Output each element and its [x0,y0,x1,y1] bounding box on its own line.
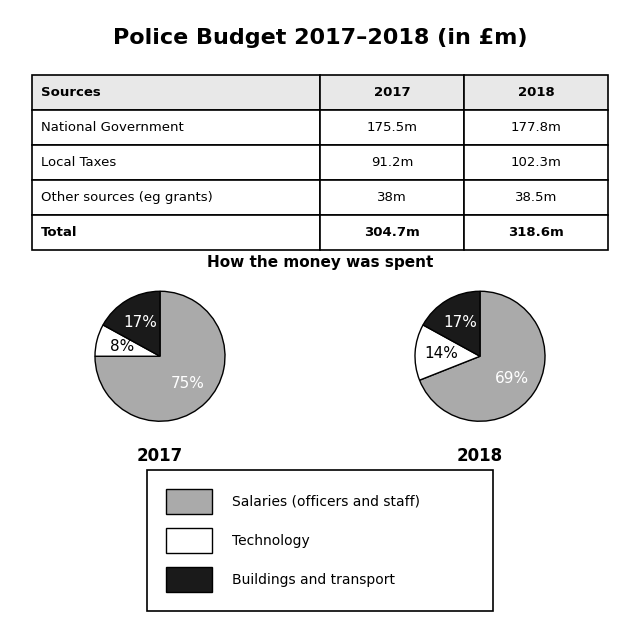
Text: Buildings and transport: Buildings and transport [232,572,395,587]
FancyBboxPatch shape [464,215,608,250]
FancyBboxPatch shape [32,110,320,145]
Text: 17%: 17% [124,315,157,330]
Wedge shape [423,291,480,356]
Text: National Government: National Government [41,121,184,134]
FancyBboxPatch shape [166,568,212,592]
FancyBboxPatch shape [147,470,493,611]
FancyBboxPatch shape [464,180,608,215]
Text: 38.5m: 38.5m [515,191,557,204]
FancyBboxPatch shape [320,145,464,180]
FancyBboxPatch shape [464,110,608,145]
FancyBboxPatch shape [32,75,320,110]
FancyBboxPatch shape [166,489,212,514]
Text: 2017: 2017 [137,448,183,465]
Text: 75%: 75% [171,376,205,391]
FancyBboxPatch shape [464,75,608,110]
FancyBboxPatch shape [32,180,320,215]
Text: 8%: 8% [110,339,134,354]
Text: 14%: 14% [424,346,458,361]
FancyBboxPatch shape [320,180,464,215]
Text: 91.2m: 91.2m [371,156,413,169]
Text: Total: Total [41,226,77,239]
FancyBboxPatch shape [320,110,464,145]
Wedge shape [420,291,545,421]
Text: 17%: 17% [444,315,477,330]
Text: 69%: 69% [495,371,529,386]
Text: 2018: 2018 [518,86,554,99]
FancyBboxPatch shape [32,145,320,180]
Text: Sources: Sources [41,86,100,99]
Text: 318.6m: 318.6m [508,226,564,239]
Text: How the money was spent: How the money was spent [207,255,433,270]
Text: 304.7m: 304.7m [364,226,420,239]
Text: Local Taxes: Local Taxes [41,156,116,169]
Text: 2018: 2018 [457,448,503,465]
FancyBboxPatch shape [32,215,320,250]
Wedge shape [95,325,160,356]
FancyBboxPatch shape [464,145,608,180]
Wedge shape [415,325,480,380]
FancyBboxPatch shape [166,528,212,553]
Text: Technology: Technology [232,534,309,548]
Text: 38m: 38m [377,191,407,204]
Text: 2017: 2017 [374,86,410,99]
FancyBboxPatch shape [320,215,464,250]
Text: Salaries (officers and staff): Salaries (officers and staff) [232,494,420,509]
FancyBboxPatch shape [320,75,464,110]
Text: 175.5m: 175.5m [367,121,417,134]
Text: 177.8m: 177.8m [511,121,561,134]
Text: Police Budget 2017–2018 (in £m): Police Budget 2017–2018 (in £m) [113,28,527,48]
Text: Other sources (eg grants): Other sources (eg grants) [41,191,212,204]
Wedge shape [103,291,160,356]
Wedge shape [95,291,225,421]
Text: 102.3m: 102.3m [511,156,561,169]
